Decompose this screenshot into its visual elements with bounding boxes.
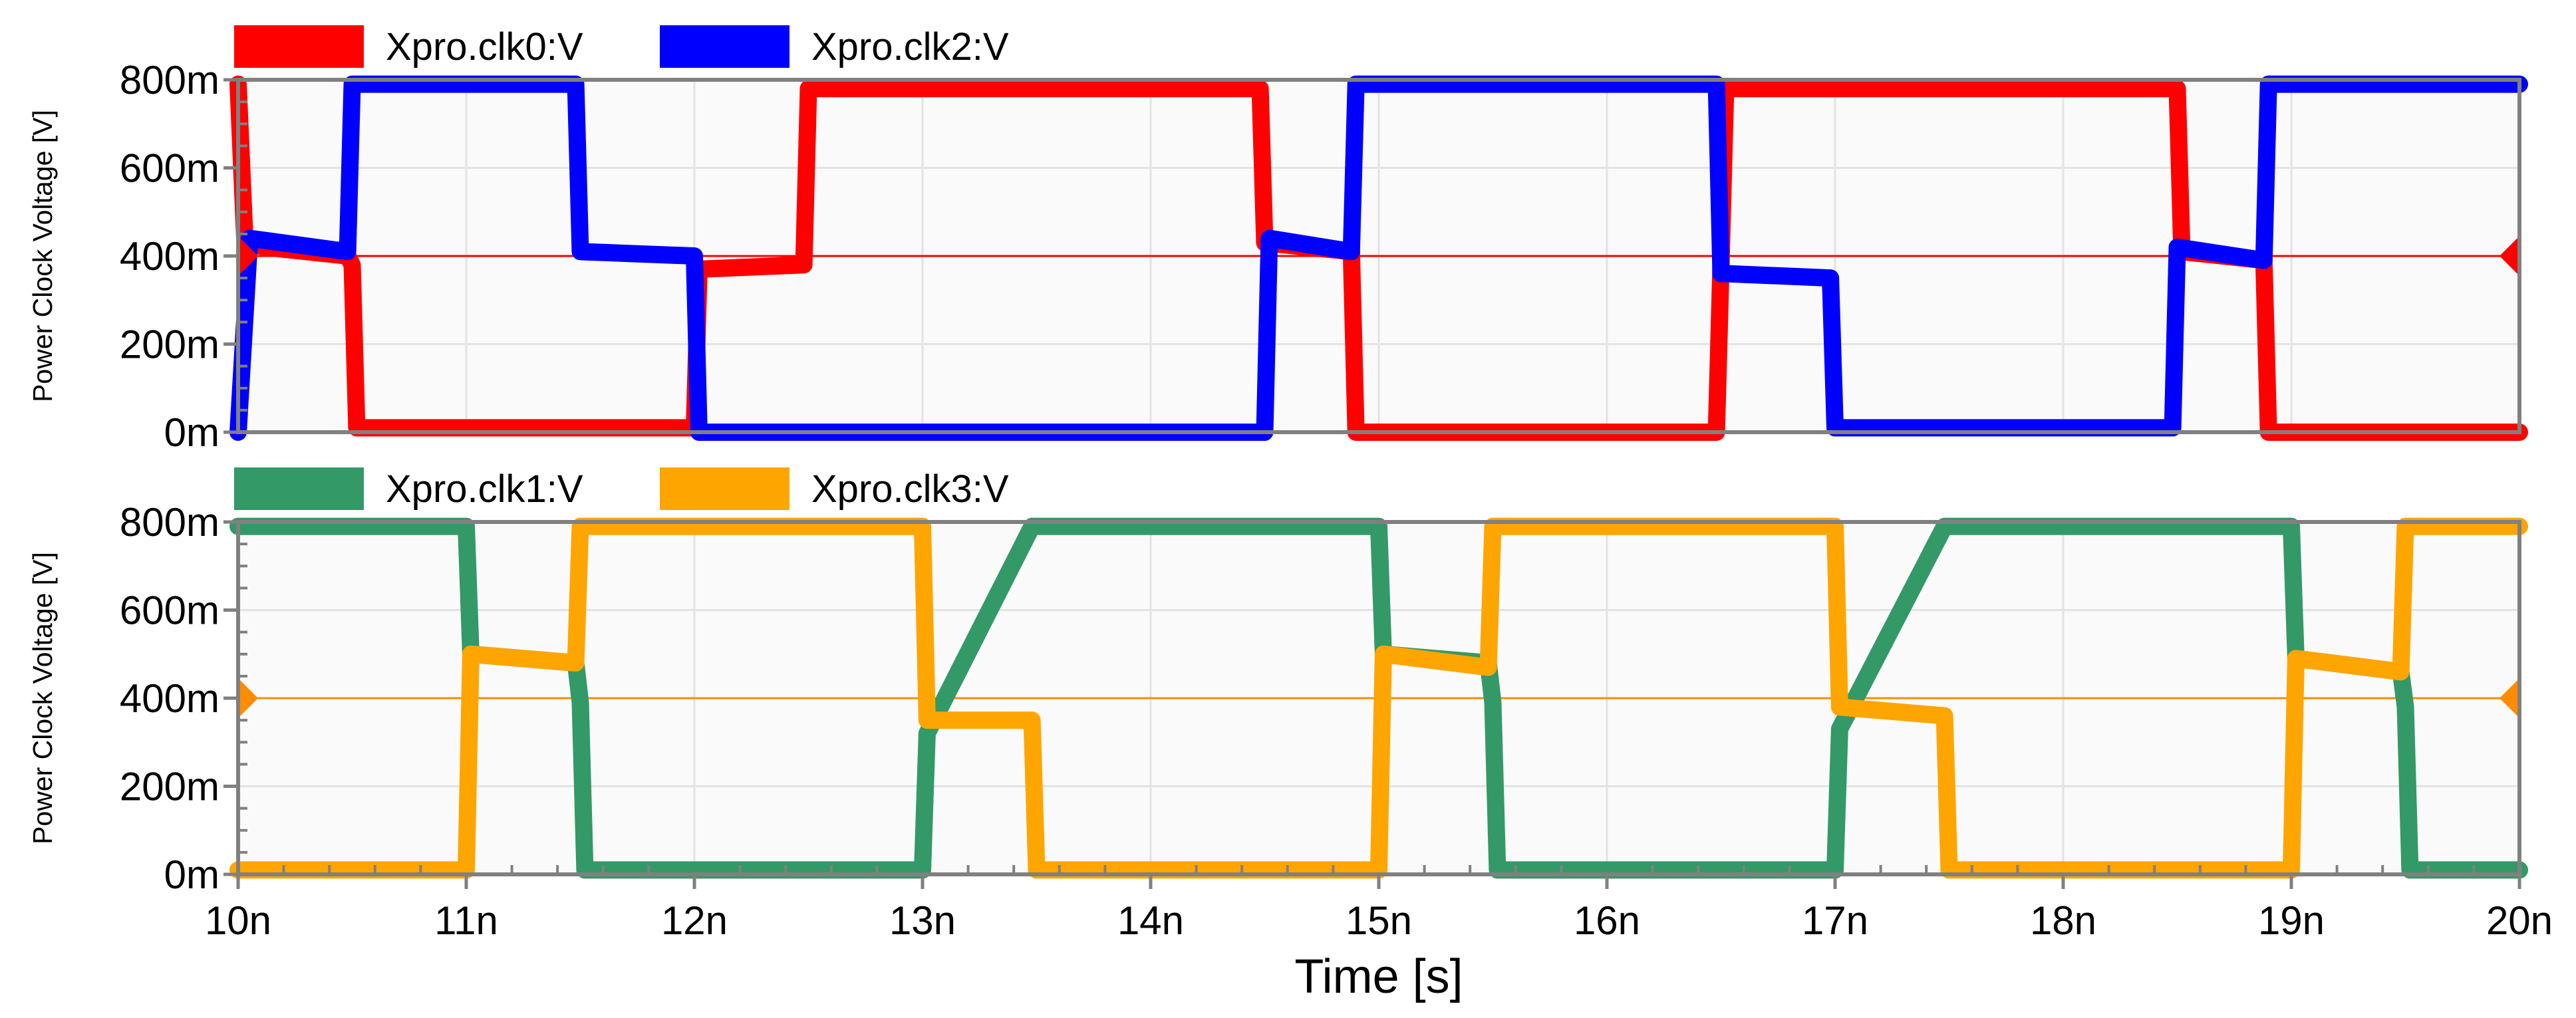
legend-label-1: Xpro.clk1:V	[386, 467, 583, 511]
plot-panel-2: 0m 200m 400m 600m 800m Power Clock Voltage [V…	[27, 467, 2553, 1003]
y-tick-label: 0m	[164, 410, 219, 455]
legend-label-2: Xpro.clk3:V	[811, 467, 1009, 511]
y-tick-label: 600m	[120, 588, 219, 633]
y-tick-label: 400m	[120, 676, 219, 721]
y-tick-label: 800m	[120, 58, 219, 102]
reference-marker-left	[238, 678, 258, 718]
series-line-2	[229, 75, 2528, 441]
legend-label-1: Xpro.clk0:V	[386, 25, 583, 68]
y-tick-label: 400m	[120, 234, 219, 279]
series-line-2	[229, 517, 2528, 879]
x-tick-label: 18n	[2030, 898, 2096, 943]
x-tick-label: 19n	[2258, 898, 2325, 943]
plot-panel-1: 0m 200m 400m 600m 800m Power Clock Voltage [V…	[27, 25, 2528, 455]
legend-swatch-2	[660, 467, 789, 510]
series-line-1	[229, 75, 2528, 441]
y-tick-label: 200m	[120, 765, 219, 809]
x-tick-label: 14n	[1117, 898, 1184, 943]
x-tick-label: 10n	[205, 898, 271, 943]
y-tick-label: 0m	[164, 852, 219, 897]
y-tick-label: 200m	[120, 322, 219, 367]
legend-label-2: Xpro.clk2:V	[811, 25, 1009, 68]
legend-swatch-1	[234, 467, 364, 510]
x-axis-title: Time [s]	[1294, 950, 1463, 1003]
reference-marker-right	[2500, 236, 2519, 276]
y-tick-label: 600m	[120, 146, 219, 191]
reference-marker-right	[2500, 678, 2519, 718]
y-tick-label: 800m	[120, 500, 219, 545]
x-tick-label: 15n	[1346, 898, 1412, 943]
x-tick-label: 16n	[1574, 898, 1640, 943]
x-tick-label: 17n	[1802, 898, 1868, 943]
y-axis-title: Power Clock Voltage [V]	[27, 110, 58, 402]
x-tick-label: 20n	[2486, 898, 2553, 943]
x-tick-label: 12n	[661, 898, 728, 943]
x-tick-label: 11n	[434, 898, 498, 943]
reference-marker-left	[238, 236, 258, 276]
x-tick-label: 13n	[889, 898, 956, 943]
y-axis-title: Power Clock Voltage [V]	[27, 552, 58, 844]
legend-swatch-1	[234, 25, 364, 68]
legend-swatch-2	[660, 25, 789, 68]
